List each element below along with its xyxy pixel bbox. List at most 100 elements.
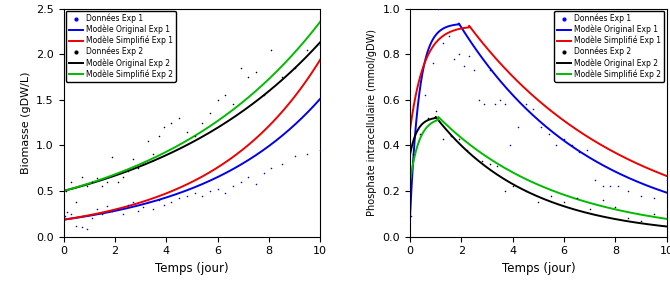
Point (266, 47, 277, 52)
Point (605, 184, 616, 189)
Point (148, 207, 159, 211)
Point (220, 190, 230, 195)
Point (62, 210, 73, 214)
Point (277, 75, 287, 79)
Point (61, 189, 72, 193)
Point (112, 207, 123, 211)
Point (117, 211, 128, 216)
Point (469, 68, 480, 72)
Point (446, 134, 456, 139)
Point (500, 102, 511, 107)
Point (590, 177, 600, 182)
Point (212, 97, 223, 102)
Point (259, 170, 269, 175)
Point (182, 193, 192, 198)
Point (127, 157, 138, 161)
Point (123, 169, 133, 173)
Point (117, 175, 128, 180)
Point (60, 214, 70, 219)
Point (243, 175, 254, 180)
Point (546, 193, 557, 198)
Point (636, 193, 647, 198)
Point (494, 97, 505, 102)
Point (528, 107, 539, 111)
Point (251, 181, 261, 186)
Point (582, 148, 592, 152)
Point (259, 93, 269, 97)
Point (430, 109, 441, 113)
Point (649, 196, 659, 200)
Point (182, 129, 192, 134)
Point (427, 61, 438, 66)
Point (302, 152, 313, 157)
Point (228, 184, 239, 189)
Point (469, 154, 480, 159)
X-axis label: Temps (jour): Temps (jour) (502, 262, 575, 275)
Point (454, 52, 464, 56)
Point (448, 56, 459, 61)
Point (71, 200, 82, 204)
Point (438, 40, 449, 45)
Point (520, 102, 531, 107)
Point (96, 184, 107, 189)
Legend: Données Exp 1, Modèle Original Exp 1, Modèle Simplifié Exp 1, Données Exp 2, Mod: Données Exp 1, Modèle Original Exp 1, Mo… (66, 11, 176, 82)
Point (197, 120, 208, 125)
Point (204, 189, 215, 193)
Point (415, 132, 425, 136)
Point (138, 205, 149, 210)
Point (107, 155, 118, 160)
Point (138, 161, 149, 166)
Point (520, 189, 531, 193)
Point (66, 180, 76, 184)
Point (543, 132, 554, 136)
Point (189, 190, 200, 195)
Point (661, 177, 670, 182)
Point (197, 193, 208, 198)
Point (204, 111, 215, 116)
Point (574, 150, 585, 154)
Point (597, 184, 608, 189)
Point (661, 211, 670, 216)
Point (443, 34, 454, 38)
Point (102, 180, 113, 184)
Point (174, 116, 184, 120)
Point (143, 139, 153, 143)
Point (533, 200, 544, 205)
Point (266, 166, 277, 170)
Point (189, 134, 200, 139)
Point (148, 152, 159, 157)
Point (623, 216, 634, 221)
Point (81, 227, 92, 231)
Point (513, 125, 523, 129)
Point (492, 164, 502, 168)
Point (302, 47, 313, 52)
Point (127, 200, 138, 204)
Point (166, 120, 177, 125)
Point (612, 184, 623, 189)
Point (551, 143, 561, 148)
Y-axis label: Biomasse (gDW/L): Biomasse (gDW/L) (21, 71, 31, 174)
Point (174, 196, 184, 201)
Point (86, 216, 97, 221)
Point (407, 152, 418, 157)
Point (112, 180, 123, 184)
Y-axis label: Phosphate intracellulaire (mmol/gDW): Phosphate intracellulaire (mmol/gDW) (367, 29, 377, 216)
Point (92, 207, 103, 211)
Point (243, 75, 254, 79)
Legend: Données Exp 1, Modèle Original Exp 1, Modèle Simplifié Exp 1, Données Exp 2, Mod: Données Exp 1, Modèle Original Exp 1, Mo… (555, 11, 665, 82)
Point (166, 200, 177, 204)
Point (572, 196, 582, 200)
Point (535, 125, 546, 129)
Point (505, 143, 515, 148)
Point (649, 211, 659, 216)
Point (559, 200, 570, 205)
Point (86, 180, 97, 184)
Point (623, 189, 634, 193)
X-axis label: Temps (jour): Temps (jour) (155, 262, 228, 275)
Point (484, 68, 495, 72)
Point (66, 211, 76, 216)
Point (158, 202, 169, 207)
Point (143, 200, 153, 204)
Point (158, 125, 169, 129)
Point (81, 184, 92, 189)
